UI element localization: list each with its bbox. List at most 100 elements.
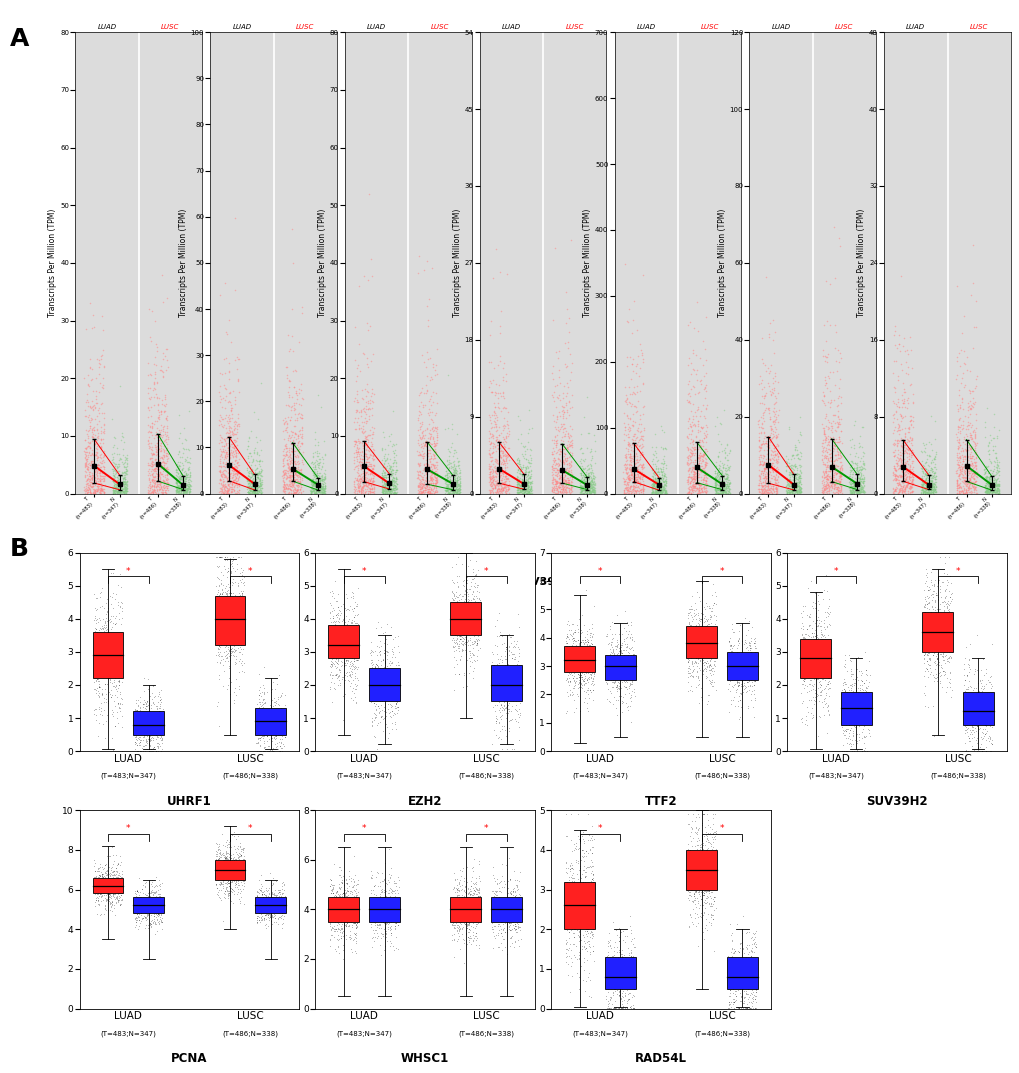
Point [233, 853, 250, 870]
Point [490, 473, 506, 490]
Point [462, 880, 478, 897]
Point [96, 471, 112, 488]
Point [844, 473, 860, 490]
Point [78, 484, 95, 501]
Point [336, 896, 353, 913]
Point [702, 896, 718, 913]
Point [416, 437, 432, 454]
Point [469, 647, 485, 664]
Point [142, 731, 158, 748]
Point [101, 634, 117, 651]
Point [643, 439, 659, 456]
Point [259, 899, 275, 916]
Point [211, 548, 227, 565]
Point [410, 477, 426, 495]
Point [424, 418, 440, 436]
Point [845, 690, 861, 707]
Point [144, 722, 160, 739]
Point [221, 450, 237, 467]
Point [387, 485, 404, 502]
Point [221, 873, 237, 891]
Point [989, 476, 1006, 494]
Point [598, 990, 614, 1008]
Point [812, 623, 828, 641]
Point [427, 356, 443, 373]
Point [567, 675, 583, 692]
Point [317, 446, 333, 464]
Point [220, 877, 236, 894]
Point [180, 480, 197, 497]
Point [153, 718, 169, 735]
Point [766, 445, 783, 462]
Point [512, 900, 528, 917]
Point [215, 852, 231, 869]
Point [228, 556, 245, 573]
Point [955, 697, 971, 715]
Point [216, 468, 232, 485]
Point [684, 422, 700, 439]
Point [696, 659, 712, 676]
Point [511, 476, 527, 494]
Point [215, 662, 231, 679]
Point [702, 626, 718, 643]
Point [139, 737, 155, 754]
Point [411, 247, 427, 264]
Point [902, 484, 918, 501]
Point [96, 631, 112, 648]
Point [970, 696, 986, 714]
Point [624, 682, 640, 700]
Point [77, 447, 94, 465]
Point [354, 481, 370, 498]
Point [507, 886, 524, 903]
Point [210, 577, 226, 594]
Point [745, 634, 761, 651]
Point [507, 691, 524, 708]
Point [598, 987, 614, 1004]
Point [374, 481, 390, 498]
Point [981, 483, 998, 500]
Point [829, 479, 846, 496]
Point [448, 462, 465, 480]
Point [646, 485, 662, 502]
Point [180, 481, 197, 498]
Point [147, 477, 163, 495]
Point [583, 865, 599, 882]
Point [765, 408, 782, 425]
Point [948, 475, 964, 493]
Point [169, 480, 185, 497]
Point [577, 631, 593, 648]
Point [347, 443, 364, 460]
Point [332, 906, 348, 923]
Point [621, 665, 637, 682]
Point [91, 366, 107, 383]
Point [502, 910, 519, 927]
Point [610, 956, 627, 973]
Point [450, 457, 467, 474]
Point [235, 874, 252, 892]
Point [88, 880, 104, 897]
Text: (T=486;N=338): (T=486;N=338) [222, 1030, 278, 1037]
Point [224, 592, 240, 609]
Point [501, 883, 518, 900]
Point [515, 458, 531, 475]
Point [91, 859, 107, 877]
Point [341, 623, 358, 641]
Point [230, 864, 247, 881]
Point [451, 631, 468, 648]
Point [514, 468, 530, 485]
Point [557, 387, 574, 405]
Point [777, 473, 794, 490]
Point [501, 922, 518, 939]
Point [499, 454, 516, 471]
Point [730, 999, 746, 1016]
Point [218, 843, 234, 861]
Point [683, 470, 699, 487]
Point [158, 482, 174, 499]
Point [963, 447, 979, 465]
Point [216, 484, 232, 501]
FancyBboxPatch shape [564, 882, 595, 929]
Point [311, 484, 327, 501]
Point [779, 476, 795, 494]
Point [137, 700, 153, 717]
Point [712, 472, 729, 489]
